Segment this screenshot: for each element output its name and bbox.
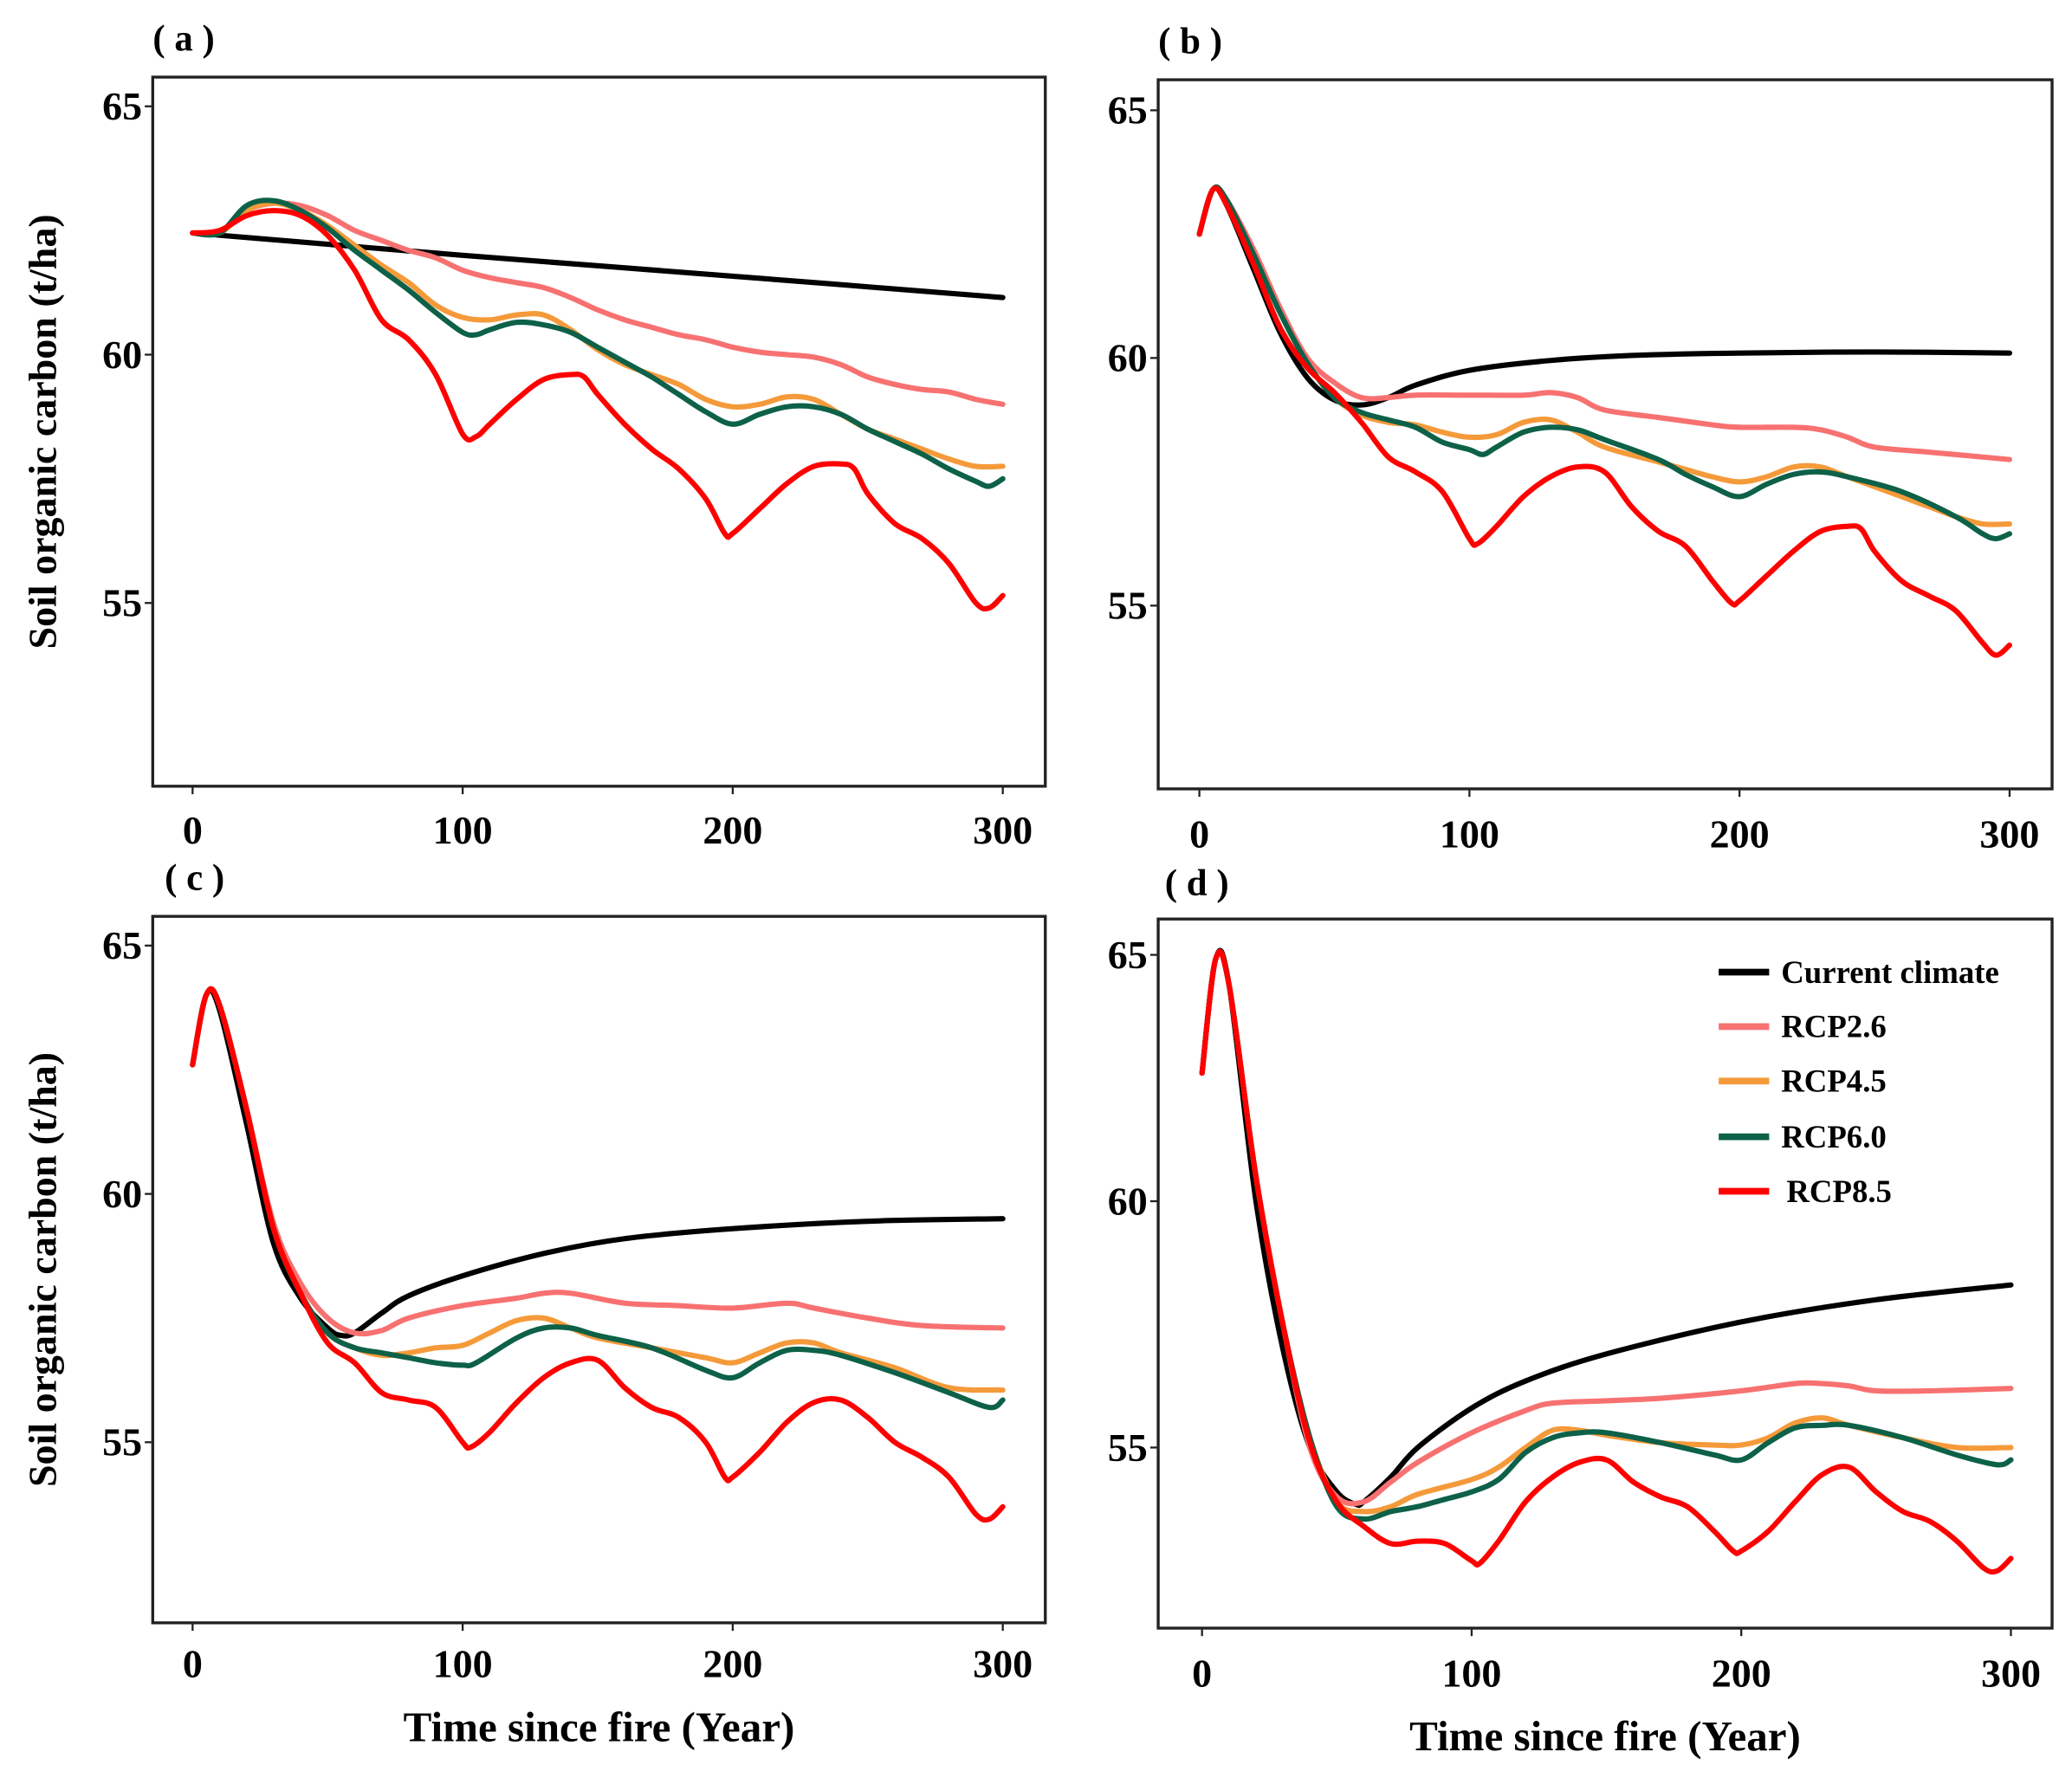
y-tick-label: 65 (102, 923, 142, 967)
y-tick-label: 55 (102, 581, 142, 625)
x-tick-label: 300 (1981, 1651, 2041, 1695)
legend-label: RCP8.5 (1786, 1173, 1892, 1209)
legend-label: RCP2.6 (1781, 1009, 1887, 1044)
x-tick-label: 300 (1979, 811, 2039, 856)
x-tick-label: 100 (433, 808, 493, 852)
series-line-rcp2-6 (190, 986, 1006, 1337)
plot-frame (151, 915, 1047, 1625)
plot-frame (1156, 78, 2054, 791)
series-line-current-climate (190, 230, 1006, 301)
series-group (190, 197, 1006, 612)
x-tick-label: 0 (1189, 811, 1209, 856)
y-tick-label: 55 (1108, 584, 1148, 628)
x-tick-label: 100 (433, 1642, 493, 1686)
plot-frame (1156, 917, 2054, 1630)
x-axis-label: Time since fire (Year) (404, 1703, 795, 1750)
panel-b: ( b ) 55 60 65 0 100 200 300 (1108, 21, 2054, 856)
y-tick-label: 60 (1108, 336, 1148, 380)
x-tick-label: 300 (973, 1642, 1033, 1686)
y-axis-label: Soil organic carbon (t/ha) (20, 214, 64, 649)
x-axis-label: Time since fire (Year) (1409, 1712, 1801, 1760)
series-line-rcp6-0 (190, 197, 1006, 489)
panel-a: ( a ) 55 60 65 0 100 200 300 Soil organic carbon… (20, 18, 1047, 852)
x-tick-label: 0 (183, 1642, 203, 1686)
y-tick-label: 55 (1108, 1426, 1148, 1470)
y-tick-label: 55 (102, 1420, 142, 1464)
y-tick-label: 60 (102, 333, 142, 377)
y-tick-label: 65 (102, 84, 142, 128)
series-line-current-climate (190, 987, 1006, 1339)
series-line-rcp8-5 (1196, 185, 2012, 658)
y-tick-label: 60 (1108, 1179, 1148, 1223)
legend-label: RCP6.0 (1781, 1119, 1887, 1154)
x-tick-label: 0 (183, 808, 203, 852)
y-tick-label: 65 (1108, 933, 1148, 977)
legend-label: RCP4.5 (1781, 1064, 1887, 1099)
x-tick-label: 100 (1440, 811, 1499, 856)
series-line-current-climate (1199, 947, 2014, 1509)
panel-d: ( d ) 55 60 65 0 100 200 300 Time since fire (Ye… (1108, 863, 2054, 1760)
series-group (1199, 947, 2014, 1575)
panel-label: ( c ) (165, 857, 224, 898)
x-tick-label: 200 (1710, 811, 1770, 856)
series-line-rcp4-5 (1199, 948, 2014, 1515)
x-tick-label: 200 (1712, 1651, 1771, 1695)
panel-label: ( b ) (1158, 21, 1222, 61)
x-tick-label: 0 (1192, 1651, 1212, 1695)
x-tick-label: 100 (1441, 1651, 1501, 1695)
x-tick-label: 200 (703, 808, 762, 852)
series-group (190, 986, 1006, 1523)
panel-label: ( a ) (152, 18, 215, 59)
y-axis-label: Soil organic carbon (t/ha) (20, 1052, 64, 1487)
x-tick-label: 200 (703, 1642, 762, 1686)
plot-frame (151, 75, 1047, 788)
y-tick-label: 60 (102, 1172, 142, 1216)
series-line-rcp8-5 (190, 208, 1006, 612)
legend: Current climate RCP2.6 RCP4.5 RCP6.0 RCP8.5 (1719, 954, 1999, 1209)
series-line-rcp4-5 (190, 986, 1006, 1393)
series-line-rcp8-5 (190, 986, 1006, 1523)
x-tick-label: 300 (973, 808, 1033, 852)
legend-label: Current climate (1781, 954, 1999, 990)
series-line-rcp2-6 (190, 200, 1006, 407)
series-line-rcp6-0 (190, 986, 1006, 1411)
series-line-rcp6-0 (1196, 184, 2012, 542)
series-line-rcp2-6 (1196, 184, 2012, 462)
series-line-rcp6-0 (1199, 948, 2014, 1522)
series-line-rcp8-5 (1199, 948, 2014, 1575)
series-line-rcp2-6 (1199, 948, 2014, 1507)
panel-c: ( c ) 55 60 65 0 100 200 300 Soil organic carbon… (20, 857, 1047, 1750)
panel-label: ( d ) (1165, 863, 1229, 904)
series-group (1196, 184, 2012, 658)
y-tick-label: 65 (1108, 88, 1148, 133)
